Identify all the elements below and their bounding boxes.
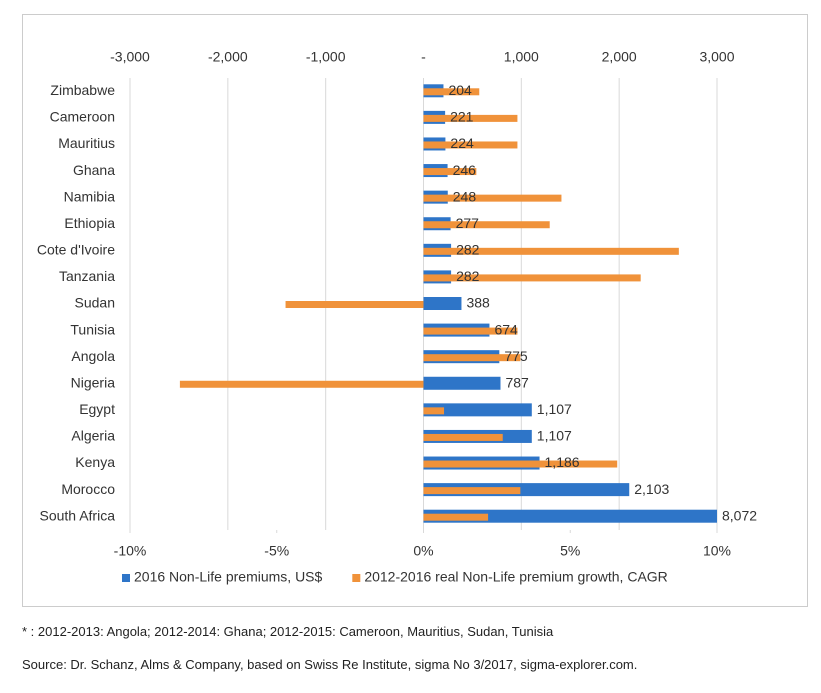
x2-tick-label: -2,000	[208, 49, 248, 65]
x-tick-label: 10%	[703, 543, 731, 559]
data-label: 787	[505, 374, 529, 390]
data-label: 775	[504, 348, 528, 364]
bar	[423, 297, 462, 310]
y-tick-label: Tanzania	[59, 268, 115, 284]
y-tick-label: Egypt	[79, 401, 115, 417]
data-label: 277	[456, 215, 480, 231]
x2-tick-label: -1,000	[306, 49, 346, 65]
x2-tick-label: 3,000	[699, 49, 734, 65]
bar	[423, 247, 679, 255]
footnote: * : 2012-2013: Angola; 2012-2014: Ghana;…	[22, 624, 554, 639]
data-label: 1,186	[545, 454, 580, 470]
legend-label: 2016 Non-Life premiums, US$	[134, 569, 323, 585]
x-tick-label: 5%	[560, 543, 580, 559]
y-tick-label: Nigeria	[71, 374, 116, 390]
source: Source: Dr. Schanz, Alms & Company, base…	[22, 657, 638, 672]
x2-tick-label: 2,000	[602, 49, 637, 65]
y-tick-label: Ethiopia	[64, 215, 115, 231]
data-label: 388	[466, 295, 490, 311]
data-label: 204	[448, 82, 472, 98]
bar	[423, 407, 445, 415]
y-tick-label: Kenya	[75, 454, 115, 470]
y-tick-label: Cote d'Ivoire	[37, 242, 115, 258]
bar	[423, 354, 521, 362]
y-tick-label: South Africa	[40, 507, 116, 523]
bar	[423, 194, 562, 202]
bar	[423, 487, 521, 495]
data-label: 221	[450, 109, 474, 125]
data-label: 1,107	[537, 401, 572, 417]
chart-border	[22, 14, 808, 607]
bar	[423, 168, 477, 176]
data-label: 246	[453, 162, 477, 178]
bar	[423, 403, 532, 417]
legend-swatch	[352, 574, 361, 582]
y-tick-label: Cameroon	[50, 109, 115, 125]
data-label: 8,072	[722, 507, 757, 523]
y-tick-label: Tunisia	[70, 321, 115, 337]
bar	[423, 460, 618, 468]
y-tick-label: Algeria	[71, 428, 115, 444]
bar	[423, 513, 489, 521]
x-tick-label: 0%	[413, 543, 433, 559]
y-tick-label: Angola	[71, 348, 115, 364]
y-tick-label: Morocco	[61, 481, 115, 497]
data-label: 282	[456, 242, 480, 258]
bar	[179, 380, 424, 388]
bar	[285, 301, 424, 308]
bar	[423, 376, 501, 390]
data-label: 1,107	[537, 428, 572, 444]
data-label: 674	[494, 321, 518, 337]
x2-tick-label: -	[421, 49, 426, 65]
bar	[423, 88, 480, 96]
data-label: 2,103	[634, 481, 669, 497]
bar	[423, 274, 641, 282]
x2-tick-label: -3,000	[110, 49, 150, 65]
y-tick-label: Mauritius	[58, 135, 115, 151]
y-tick-label: Ghana	[73, 162, 115, 178]
bar	[423, 114, 518, 122]
y-tick-label: Namibia	[64, 188, 116, 204]
legend-label: 2012-2016 real Non-Life premium growth, …	[364, 569, 667, 585]
bar	[423, 433, 503, 441]
data-label: 282	[456, 268, 480, 284]
bar	[423, 141, 518, 149]
x2-tick-label: 1,000	[504, 49, 539, 65]
data-label: 248	[453, 188, 477, 204]
y-tick-label: Zimbabwe	[50, 82, 115, 98]
data-label: 224	[450, 135, 474, 151]
y-tick-label: Sudan	[75, 295, 115, 311]
x-tick-label: -5%	[264, 543, 289, 559]
legend-swatch	[122, 574, 130, 582]
chart: -3,000 -2,000 -1,000-1,000 2,000 3,000-10% -5…	[22, 14, 808, 607]
bar	[423, 221, 550, 229]
bar	[423, 327, 518, 335]
bar	[423, 509, 717, 523]
x-tick-label: -10%	[114, 543, 147, 559]
